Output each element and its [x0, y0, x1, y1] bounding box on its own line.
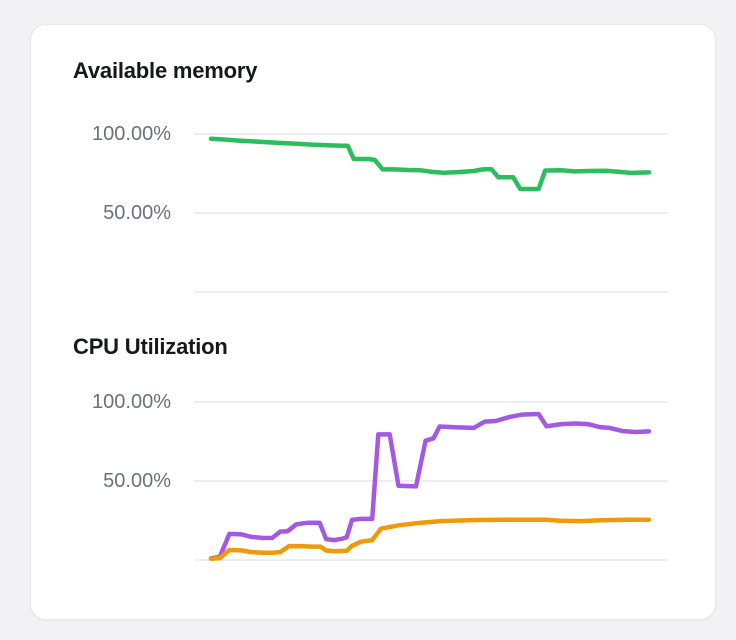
y-axis-tick-label: 100.00%	[92, 123, 171, 145]
available-memory-line	[208, 136, 652, 192]
metrics-card: Available memory 100.00% 50.00% CPU Utili…	[30, 24, 716, 620]
cpu-chart-section: CPU Utilization 100.00% 50.00%	[31, 333, 715, 565]
cpu-series-2-line	[208, 517, 652, 561]
y-axis-tick-label: 50.00%	[103, 470, 171, 492]
cpu-y-axis: 100.00% 50.00%	[73, 391, 171, 565]
memory-chart-title: Available memory	[73, 58, 258, 83]
cpu-series-1-line	[208, 411, 652, 561]
memory-y-axis: 100.00% 50.00%	[73, 123, 171, 297]
memory-chart-plot	[194, 133, 668, 293]
cpu-chart-area: 100.00% 50.00%	[73, 391, 715, 565]
y-axis-tick-label: 100.00%	[92, 391, 171, 413]
memory-chart-section: Available memory 100.00% 50.00%	[31, 57, 715, 297]
y-axis-tick-label: 50.00%	[103, 202, 171, 224]
memory-chart-area: 100.00% 50.00%	[73, 123, 715, 297]
cpu-chart-title: CPU Utilization	[73, 334, 228, 359]
cpu-chart-plot	[194, 401, 668, 561]
